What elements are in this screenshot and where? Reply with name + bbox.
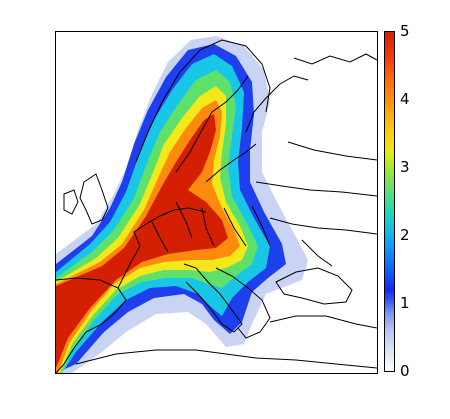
colorbar-tick-label: 2 <box>400 226 410 244</box>
border-lines <box>151 141 377 267</box>
coastline-balkans <box>215 267 271 339</box>
country-borders <box>56 39 377 373</box>
colorbar <box>384 31 395 372</box>
coastline-northafrica <box>75 349 377 369</box>
colorbar-tick-label: 3 <box>400 158 410 176</box>
concentration-map <box>56 36 377 373</box>
coastline-britain <box>79 173 109 225</box>
colorbar-tick-label: 1 <box>400 294 410 312</box>
map-panel <box>55 31 378 374</box>
coastline-finland <box>245 75 309 133</box>
coastline-baltic <box>205 143 257 183</box>
coastline-ireland <box>63 189 79 215</box>
colorbar-tick-label: 4 <box>400 90 410 108</box>
colorbar-tick-label: 0 <box>400 362 410 380</box>
colorbar-tick-label: 5 <box>400 22 410 40</box>
coastline-blacksea <box>275 267 353 305</box>
coastline-italy <box>183 263 243 333</box>
coastline-sweden <box>175 75 249 173</box>
coastline-northrussia <box>293 53 377 65</box>
coastline-scandinavia <box>135 39 271 163</box>
coastline-turkey <box>269 315 377 329</box>
coastline-france <box>117 207 207 289</box>
contour-level-red <box>56 114 228 368</box>
coastline-iberia <box>56 277 127 373</box>
